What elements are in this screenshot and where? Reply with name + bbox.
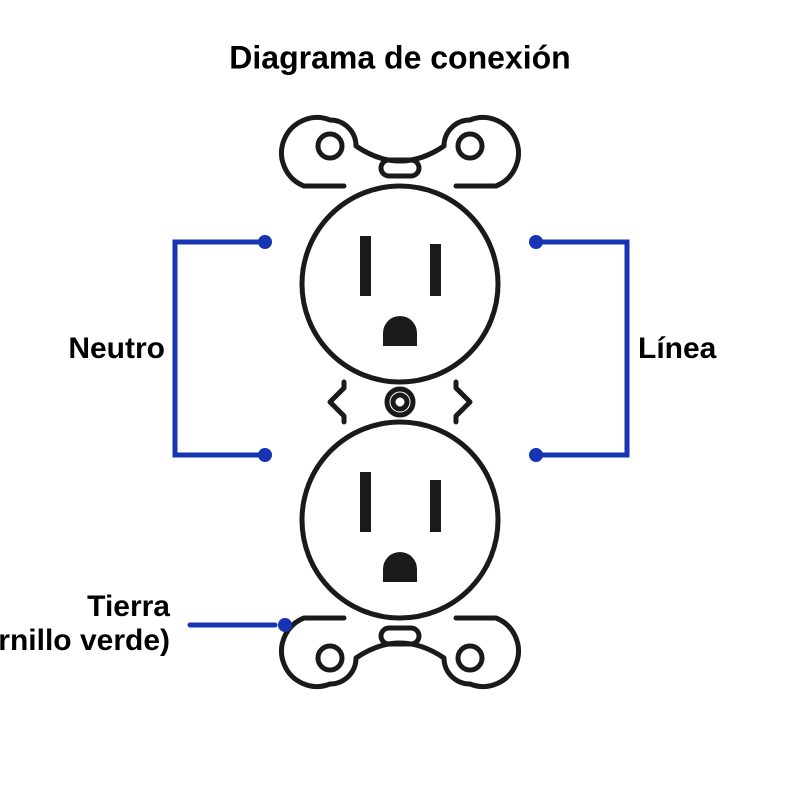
outlet-diagram bbox=[282, 118, 519, 687]
label-ground-1: Tierra bbox=[87, 590, 170, 623]
label-neutral: Neutro bbox=[68, 332, 165, 365]
diagram-title: Diagrama de conexión bbox=[229, 39, 570, 75]
label-line: Línea bbox=[638, 332, 717, 365]
label-ground-2: (tornillo verde) bbox=[0, 624, 170, 657]
